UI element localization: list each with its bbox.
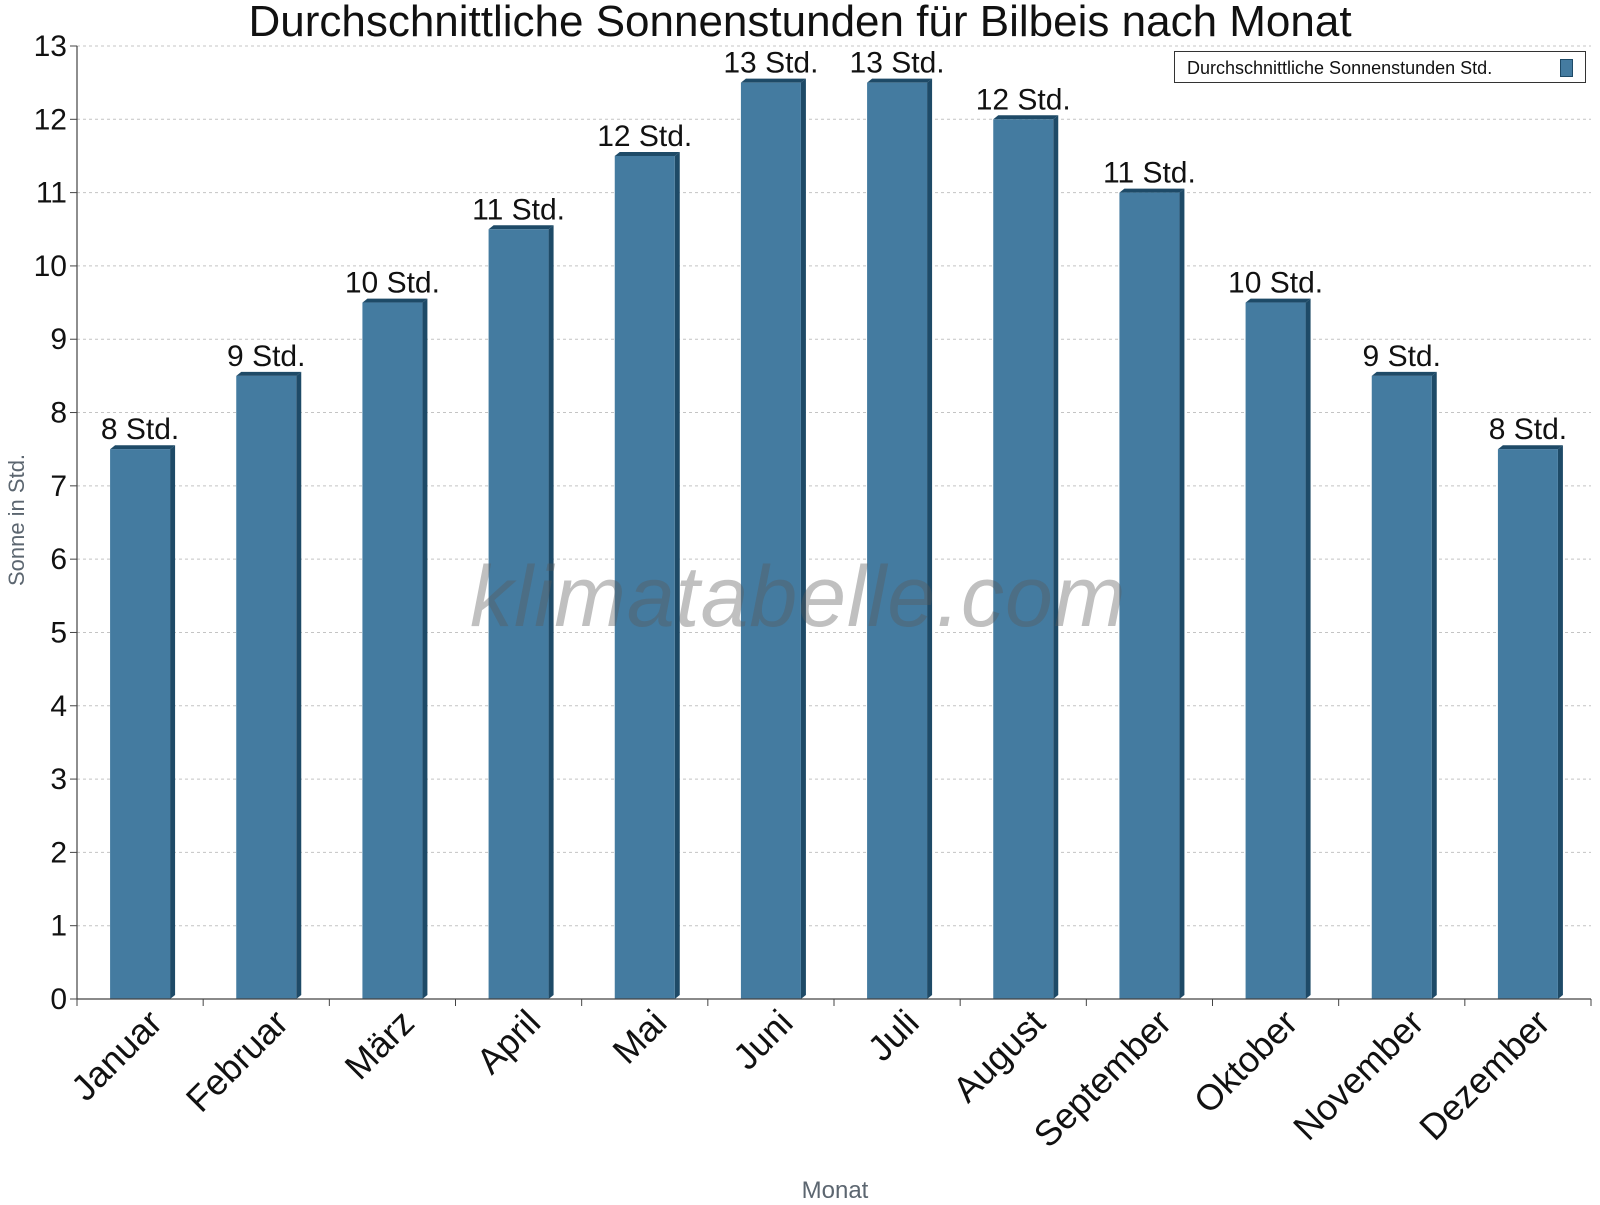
x-tick-label: März: [337, 1002, 423, 1088]
y-tick-label: 8: [50, 397, 67, 430]
x-tick-label: Oktober: [1186, 1002, 1306, 1122]
x-tick-label: November: [1285, 1002, 1431, 1148]
bar-top: [993, 115, 1059, 120]
bar-value-label: 13 Std.: [723, 47, 818, 80]
bar: [740, 82, 801, 999]
bar: [993, 119, 1054, 1000]
bar-top: [110, 445, 176, 450]
x-tick-label: Februar: [178, 1002, 296, 1120]
bar-value-label: 10 Std.: [1228, 267, 1323, 300]
bars: [110, 78, 1563, 1000]
y-tick-label: 1: [50, 910, 67, 943]
bar-value-label: 12 Std.: [597, 120, 692, 153]
x-tick-label: Juli: [860, 1002, 927, 1069]
axes: [70, 45, 1592, 1006]
bar-value-label: 11 Std.: [1103, 157, 1196, 190]
bar-top: [362, 298, 428, 303]
bar-value-label: 8 Std.: [1489, 413, 1567, 446]
y-tick-label: 0: [50, 983, 67, 1016]
value-labels: 8 Std. 9 Std. 10 Std. 11 Std. 12 Std. 13 Std.…: [101, 47, 1567, 447]
bar: [236, 375, 297, 999]
bar: [867, 82, 928, 999]
bar: [362, 302, 423, 1000]
bar-top: [740, 78, 806, 83]
bar-side: [1053, 115, 1059, 1000]
grid: [77, 45, 1591, 927]
x-tick-labels: Januar Februar März April Mai Juni Juli AugustS…: [63, 1002, 1558, 1156]
bar-top: [1497, 445, 1563, 450]
bar-value-label: 10 Std.: [345, 267, 440, 300]
bar-value-label: 9 Std.: [227, 340, 305, 373]
x-tick-label: Juni: [725, 1002, 801, 1078]
bar: [488, 229, 549, 999]
bar-top: [1119, 188, 1185, 193]
y-tick-label: 5: [50, 616, 67, 649]
bar: [1371, 375, 1432, 999]
y-tick-label: 11: [36, 177, 67, 210]
bar-top: [614, 151, 680, 156]
bar: [614, 155, 675, 999]
bar: [1119, 192, 1180, 1000]
y-tick-label: 6: [50, 543, 67, 576]
y-tick-label: 7: [50, 470, 67, 503]
bar-side: [1179, 188, 1185, 1000]
y-tick-label: 13: [34, 30, 67, 63]
x-tick-label: Mai: [604, 1002, 674, 1072]
y-tick-label: 12: [34, 103, 67, 136]
bar-top: [236, 371, 302, 376]
y-tick-label: 2: [50, 836, 67, 869]
x-tick-label: August: [945, 1002, 1053, 1110]
bar: [110, 449, 171, 999]
bar-side: [800, 78, 806, 999]
legend-label: Durchschnittliche Sonnenstunden Std.: [1187, 58, 1493, 78]
bar-side: [1305, 298, 1311, 1000]
bar-top: [867, 78, 933, 83]
bar-side: [1431, 371, 1437, 999]
bar: [1245, 302, 1306, 1000]
x-tick-label: Januar: [63, 1002, 170, 1109]
y-tick-label: 4: [50, 690, 67, 723]
bar: [1497, 449, 1558, 999]
bar-side: [422, 298, 428, 1000]
bar-side: [170, 445, 176, 999]
x-tick-label: September: [1026, 1002, 1180, 1156]
bar-value-label: 8 Std.: [101, 413, 179, 446]
watermark: klimatabelle.com: [470, 549, 1127, 645]
y-tick-label: 10: [34, 250, 67, 283]
legend: Durchschnittliche Sonnenstunden Std.: [1174, 51, 1586, 83]
bar-top: [1245, 298, 1311, 303]
y-tick-label: 3: [50, 763, 67, 796]
bar-value-label: 12 Std.: [976, 83, 1071, 116]
bar-side: [548, 225, 554, 999]
x-tick-label: Dezember: [1411, 1002, 1557, 1148]
x-tick-label: April: [468, 1002, 548, 1082]
bar-value-label: 13 Std.: [850, 47, 945, 80]
bar-side: [674, 151, 680, 999]
y-axis-title: Sonne in Std.: [4, 453, 29, 587]
bar-side: [296, 371, 302, 999]
legend-swatch: [1560, 59, 1573, 77]
bar-side: [1557, 445, 1563, 999]
bar-value-label: 9 Std.: [1363, 340, 1441, 373]
y-tick-label: 9: [50, 323, 67, 356]
x-axis-title: Monat: [801, 1177, 869, 1204]
chart-title: Durchschnittliche Sonnenstunden für Bilb…: [248, 0, 1352, 46]
bar-value-label: 11 Std.: [472, 193, 565, 226]
bar-side: [927, 78, 933, 999]
bar-top: [488, 225, 554, 230]
bar-top: [1371, 371, 1437, 376]
